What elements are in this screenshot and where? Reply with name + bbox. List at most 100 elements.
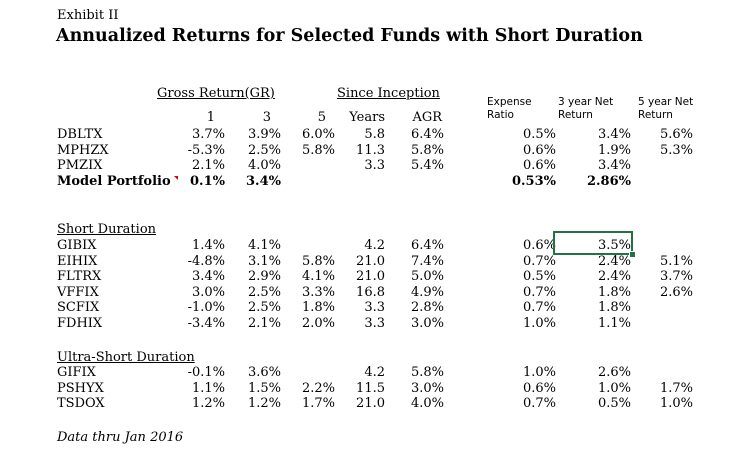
cell-gr3[interactable]: 3.4% bbox=[246, 173, 281, 189]
cell-gr5[interactable]: 2.2% bbox=[301, 380, 335, 396]
cell-gr1[interactable]: -0.1% bbox=[187, 365, 225, 381]
cell-expense[interactable]: 0.6% bbox=[522, 158, 556, 174]
cell-years[interactable]: 21.0 bbox=[356, 269, 385, 285]
cell-gr3[interactable]: 4.1% bbox=[247, 237, 281, 253]
cell-gr5[interactable]: 5.8% bbox=[301, 253, 335, 269]
cell-gr3[interactable]: 2.1% bbox=[247, 315, 281, 331]
cell-agr[interactable] bbox=[387, 174, 444, 190]
cell-net5[interactable] bbox=[631, 238, 696, 254]
cell-gr1[interactable]: -5.3% bbox=[187, 142, 225, 158]
cell-net3[interactable]: 1.1% bbox=[597, 315, 631, 331]
cell-ticker[interactable]: VFFIX bbox=[57, 284, 99, 300]
cell-net5[interactable]: 1.0% bbox=[659, 396, 693, 412]
cell-net5[interactable]: 5.6% bbox=[659, 127, 693, 142]
cell-agr[interactable]: 4.9% bbox=[410, 284, 444, 300]
cell-net3[interactable]: 1.9% bbox=[597, 142, 631, 158]
cell-gr5[interactable] bbox=[281, 238, 335, 254]
cell-gr1[interactable]: -4.8% bbox=[187, 253, 225, 269]
cell-net3[interactable]: 1.8% bbox=[597, 284, 631, 300]
cell-expense[interactable]: 0.6% bbox=[522, 380, 556, 396]
cell-ticker[interactable]: GIFIX bbox=[57, 365, 96, 381]
cell-agr[interactable]: 5.8% bbox=[410, 142, 444, 158]
column-header-expense-ratio[interactable]: Expense Ratio bbox=[487, 96, 532, 121]
cell-gr5[interactable] bbox=[281, 174, 335, 190]
cell-expense[interactable]: 0.6% bbox=[522, 142, 556, 158]
cell-gr5[interactable]: 1.7% bbox=[301, 396, 335, 412]
cell-gr1[interactable]: 3.0% bbox=[191, 284, 225, 300]
cell-expense[interactable]: 0.7% bbox=[522, 396, 556, 412]
cell-years[interactable]: 11.5 bbox=[356, 380, 385, 396]
cell-gr1[interactable]: 1.4% bbox=[191, 237, 225, 253]
cell-net5[interactable] bbox=[631, 300, 696, 316]
cell-gr1[interactable]: 3.4% bbox=[191, 269, 225, 285]
cell-gr3[interactable]: 3.9% bbox=[247, 127, 281, 142]
cell-ticker[interactable]: PSHYX bbox=[57, 380, 104, 396]
cell-net5[interactable]: 2.6% bbox=[659, 284, 693, 300]
cell-net5[interactable] bbox=[631, 174, 696, 190]
gross-return-group-header[interactable]: Gross Return(GR) bbox=[157, 86, 275, 101]
selected-cell[interactable]: 3.5% bbox=[553, 231, 635, 257]
cell-gr1[interactable]: 0.1% bbox=[190, 173, 225, 189]
column-header-agr[interactable]: AGR bbox=[412, 110, 442, 125]
column-header-years[interactable]: Years bbox=[349, 110, 385, 125]
cell-years[interactable]: 3.3 bbox=[364, 315, 385, 331]
cell-expense[interactable]: 0.7% bbox=[522, 300, 556, 316]
cell-gr1[interactable]: 3.7% bbox=[191, 127, 225, 142]
cell-gr3[interactable]: 2.5% bbox=[247, 300, 281, 316]
cell-net3[interactable]: 1.0% bbox=[597, 380, 631, 396]
cell-agr[interactable]: 5.4% bbox=[410, 158, 444, 174]
cell-agr[interactable]: 4.0% bbox=[410, 396, 444, 412]
cell-ticker[interactable]: FLTRX bbox=[57, 269, 102, 285]
cell-net5[interactable] bbox=[631, 158, 696, 174]
cell-net3[interactable]: 2.86% bbox=[586, 173, 631, 189]
cell-gr3[interactable]: 1.5% bbox=[247, 380, 281, 396]
cell-gr5[interactable]: 6.0% bbox=[301, 127, 335, 142]
cell-gr3[interactable]: 3.6% bbox=[247, 365, 281, 381]
cell-ticker[interactable]: Model Portfolio bbox=[57, 174, 178, 190]
column-header-3yr[interactable]: 3 bbox=[262, 110, 271, 125]
cell-agr[interactable]: 6.4% bbox=[410, 127, 444, 142]
cell-ticker[interactable]: SCFIX bbox=[57, 300, 100, 316]
cell-expense[interactable]: 0.5% bbox=[522, 269, 556, 285]
cell-ticker[interactable]: TSDOX bbox=[57, 396, 105, 412]
cell-agr[interactable]: 3.0% bbox=[410, 380, 444, 396]
cell-net3[interactable]: 3.4% bbox=[597, 158, 631, 174]
cell-gr1[interactable]: -1.0% bbox=[187, 300, 225, 316]
cell-expense[interactable]: 0.6% bbox=[522, 237, 556, 253]
column-header-5yr[interactable]: 5 bbox=[317, 110, 326, 125]
cell-gr3[interactable]: 4.0% bbox=[247, 158, 281, 174]
cell-expense[interactable]: 0.5% bbox=[522, 127, 556, 142]
cell-years[interactable]: 16.8 bbox=[356, 284, 385, 300]
cell-ticker[interactable]: DBLTX bbox=[57, 127, 103, 142]
cell-gr1[interactable]: 1.2% bbox=[191, 396, 225, 412]
cell-net5[interactable]: 5.3% bbox=[659, 142, 693, 158]
cell-gr3[interactable]: 1.2% bbox=[247, 396, 281, 412]
cell-net5[interactable]: 3.7% bbox=[659, 269, 693, 285]
cell-agr[interactable]: 5.0% bbox=[410, 269, 444, 285]
column-header-5yr-net-return[interactable]: 5 year Net Return bbox=[638, 96, 694, 121]
cell-years[interactable]: 3.3 bbox=[364, 158, 385, 174]
cell-expense[interactable]: 1.0% bbox=[522, 365, 556, 381]
cell-gr1[interactable]: 1.1% bbox=[191, 380, 225, 396]
cell-ticker[interactable]: FDHIX bbox=[57, 315, 103, 331]
cell-net3[interactable]: 0.5% bbox=[597, 396, 631, 412]
cell-net3[interactable]: 2.6% bbox=[597, 365, 631, 381]
cell-net3[interactable]: 2.4% bbox=[597, 253, 631, 269]
cell-agr[interactable]: 7.4% bbox=[410, 253, 444, 269]
cell-years[interactable] bbox=[335, 174, 387, 190]
fill-handle[interactable] bbox=[629, 250, 635, 257]
cell-net3[interactable]: 3.4% bbox=[597, 127, 631, 142]
cell-gr5[interactable]: 5.8% bbox=[301, 142, 335, 158]
cell-gr5[interactable]: 3.3% bbox=[301, 284, 335, 300]
cell-agr[interactable]: 3.0% bbox=[410, 315, 444, 331]
cell-expense[interactable]: 0.53% bbox=[511, 173, 556, 189]
cell-years[interactable]: 4.2 bbox=[364, 237, 385, 253]
cell-years[interactable]: 3.3 bbox=[364, 300, 385, 316]
cell-years[interactable]: 5.8 bbox=[364, 127, 385, 142]
cell-gr3[interactable]: 2.5% bbox=[247, 284, 281, 300]
cell-net5[interactable]: 1.7% bbox=[659, 380, 693, 396]
cell-net5[interactable]: 5.1% bbox=[659, 253, 693, 269]
cell-ticker[interactable]: MPHZX bbox=[57, 142, 109, 158]
cell-years[interactable]: 21.0 bbox=[356, 396, 385, 412]
cell-gr1[interactable]: 2.1% bbox=[191, 158, 225, 174]
